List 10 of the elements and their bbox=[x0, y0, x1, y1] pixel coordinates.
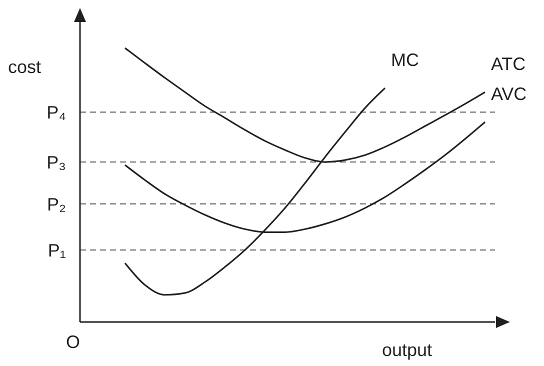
text: O bbox=[66, 332, 80, 352]
x-axis-title: output bbox=[382, 340, 432, 360]
ref-line-label: P₁ bbox=[48, 240, 66, 260]
series-label: MC bbox=[391, 50, 419, 70]
ref-line-label: P₄ bbox=[46, 102, 66, 123]
y-axis-title: cost bbox=[8, 57, 42, 77]
ref-line-label: P₃ bbox=[46, 152, 66, 172]
ref-line-label: P₂ bbox=[47, 194, 66, 214]
series-label: AVC bbox=[491, 84, 527, 104]
series-label: ATC bbox=[491, 54, 526, 74]
